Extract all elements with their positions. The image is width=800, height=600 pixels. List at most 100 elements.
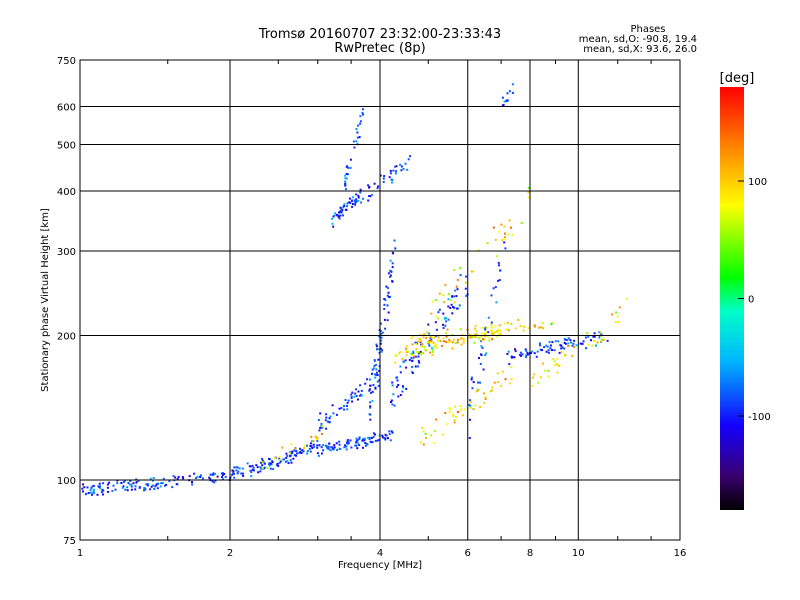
- data-point-o: [375, 373, 378, 376]
- data-point-x: [453, 301, 456, 304]
- data-point-o: [340, 407, 343, 409]
- data-point-o: [381, 434, 384, 437]
- data-point-o: [322, 444, 325, 447]
- data-point-o: [130, 485, 133, 488]
- data-point-x: [424, 348, 427, 351]
- data-point-x: [468, 336, 471, 339]
- data-point-x: [426, 331, 429, 334]
- data-point-x: [429, 341, 432, 344]
- data-point-x: [469, 336, 472, 339]
- data-point-o: [530, 352, 532, 354]
- data-point-o: [216, 475, 219, 478]
- data-point-x: [320, 433, 323, 435]
- data-point-o: [569, 339, 572, 342]
- data-point-o: [368, 195, 371, 197]
- data-point-o: [480, 345, 483, 348]
- data-point-x: [484, 397, 487, 400]
- data-point-o: [379, 329, 382, 332]
- data-point-x: [437, 336, 440, 339]
- data-point-o: [366, 436, 369, 439]
- data-point-x: [600, 338, 603, 341]
- data-point-o: [346, 202, 349, 205]
- data-point-x: [435, 418, 438, 421]
- data-point-o: [196, 475, 199, 478]
- data-point-x: [399, 351, 402, 354]
- data-point-o: [355, 395, 358, 397]
- data-point-x: [459, 405, 462, 408]
- data-point-o: [168, 480, 171, 483]
- data-point-o: [590, 339, 592, 342]
- data-point-o: [402, 386, 405, 389]
- data-point-o: [376, 374, 379, 377]
- data-point-o: [233, 476, 236, 479]
- data-point-o: [380, 336, 383, 339]
- data-point-x: [556, 357, 559, 360]
- data-point-o: [106, 486, 109, 489]
- y-tick-label: 500: [57, 141, 76, 152]
- data-point-o: [344, 177, 347, 180]
- data-point-o: [345, 173, 348, 175]
- data-point-x: [554, 360, 556, 363]
- data-point-o: [353, 395, 356, 398]
- data-point-x: [483, 392, 485, 395]
- data-point-o: [326, 446, 328, 449]
- data-point-o: [162, 477, 165, 480]
- data-point-x: [501, 239, 504, 242]
- data-point-o: [572, 342, 575, 345]
- data-point-o: [404, 359, 407, 362]
- data-point-o: [539, 348, 542, 351]
- data-point-o: [402, 385, 404, 388]
- data-point-x: [602, 338, 605, 341]
- data-point-o: [214, 472, 216, 475]
- data-point-o: [374, 386, 377, 389]
- data-point-o: [132, 482, 135, 485]
- data-point-o: [380, 332, 383, 335]
- data-point-x: [498, 324, 501, 327]
- data-point-o: [384, 298, 387, 301]
- data-point-x: [510, 366, 513, 369]
- data-point-x: [475, 333, 478, 336]
- data-point-o: [250, 471, 253, 474]
- data-point-o: [338, 211, 340, 214]
- data-point-o: [372, 384, 375, 387]
- data-point-o: [442, 312, 445, 315]
- data-point-o: [414, 341, 417, 344]
- y-axis-label: Stationary phase Virtual Height [km]: [40, 208, 51, 392]
- data-point-o: [92, 492, 95, 495]
- data-point-o: [152, 477, 155, 479]
- data-point-o: [346, 439, 349, 442]
- legend-title: Phases: [630, 24, 665, 35]
- data-point-o: [587, 335, 590, 338]
- data-point-o: [345, 445, 348, 448]
- data-point-o: [269, 467, 272, 470]
- data-point-o: [406, 168, 409, 171]
- data-point-x: [395, 354, 398, 357]
- data-point-x: [449, 299, 452, 302]
- data-point-o: [364, 382, 367, 385]
- data-point-x: [453, 419, 456, 421]
- data-point-o: [397, 384, 400, 386]
- data-point-o: [328, 421, 331, 424]
- data-point-o: [514, 350, 517, 353]
- data-point-o: [499, 269, 502, 272]
- data-point-x: [493, 331, 495, 334]
- data-point-o: [272, 468, 275, 471]
- data-point-o: [100, 491, 103, 494]
- data-point-o: [417, 359, 420, 362]
- data-point-o: [371, 193, 374, 196]
- data-point-o: [259, 466, 262, 469]
- data-point-o: [316, 440, 319, 442]
- data-point-o: [379, 347, 382, 350]
- data-point-x: [401, 357, 404, 360]
- data-point-o: [388, 433, 391, 436]
- data-point-o: [389, 276, 392, 278]
- data-point-o: [199, 474, 202, 477]
- data-point-o: [362, 438, 365, 441]
- data-point-x: [415, 350, 418, 353]
- data-point-o: [248, 465, 251, 468]
- data-point-x: [423, 333, 426, 336]
- data-point-x: [460, 337, 463, 340]
- data-point-x: [444, 412, 447, 414]
- data-point-o: [360, 201, 363, 204]
- data-point-o: [478, 357, 480, 359]
